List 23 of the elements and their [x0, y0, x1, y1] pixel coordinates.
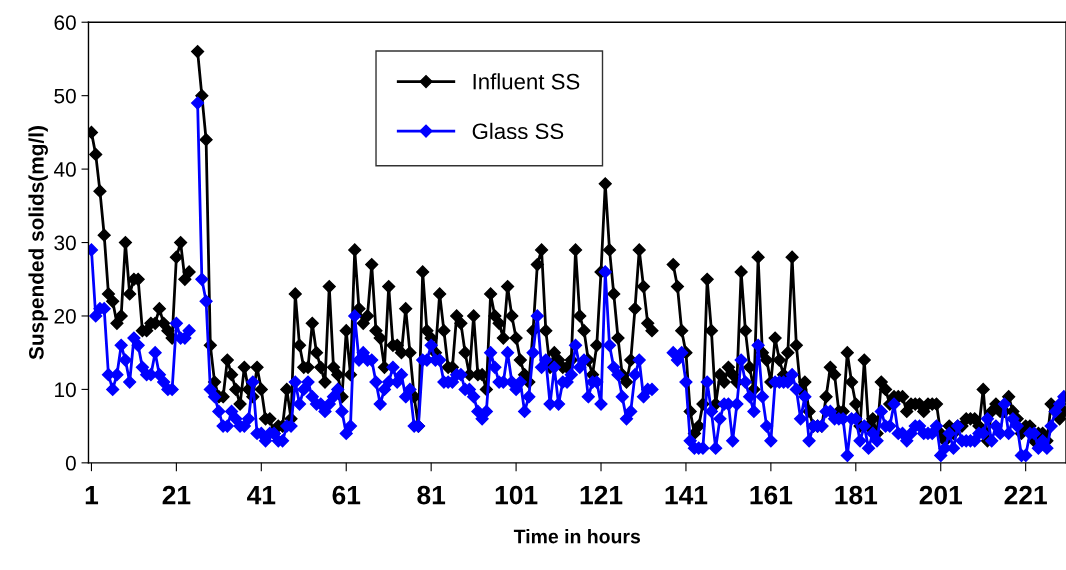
x-tick-label: 121 — [580, 485, 623, 505]
y-axis-title: Suspended solids(mg/l) — [28, 126, 48, 360]
x-tick-label: 181 — [835, 485, 878, 505]
x-tick-label: 161 — [750, 485, 793, 505]
x-tick-label: 41 — [247, 486, 276, 505]
x-tick-label: 1 — [85, 486, 99, 505]
x-axis-title: Time in hours — [513, 529, 641, 544]
y-tick-label: 30 — [54, 235, 76, 251]
legend-label: Glass SS — [472, 122, 564, 140]
y-tick-label: 60 — [54, 15, 76, 30]
y-tick-label: 40 — [53, 162, 76, 177]
y-tick-label: 20 — [54, 308, 76, 324]
x-tick-label: 21 — [162, 485, 191, 505]
x-tick-label: 201 — [919, 485, 963, 505]
x-tick-label: 81 — [417, 485, 446, 505]
x-tick-label: 221 — [1004, 485, 1047, 505]
x-tick-label: 101 — [495, 485, 538, 505]
legend-label: Influent SS — [473, 73, 580, 90]
y-tick-label: 0 — [65, 455, 76, 471]
y-tick-label: 50 — [54, 88, 76, 104]
x-tick-label: 141 — [665, 486, 708, 505]
y-tick-label: 10 — [55, 382, 76, 398]
x-tick-label: 61 — [332, 485, 361, 505]
